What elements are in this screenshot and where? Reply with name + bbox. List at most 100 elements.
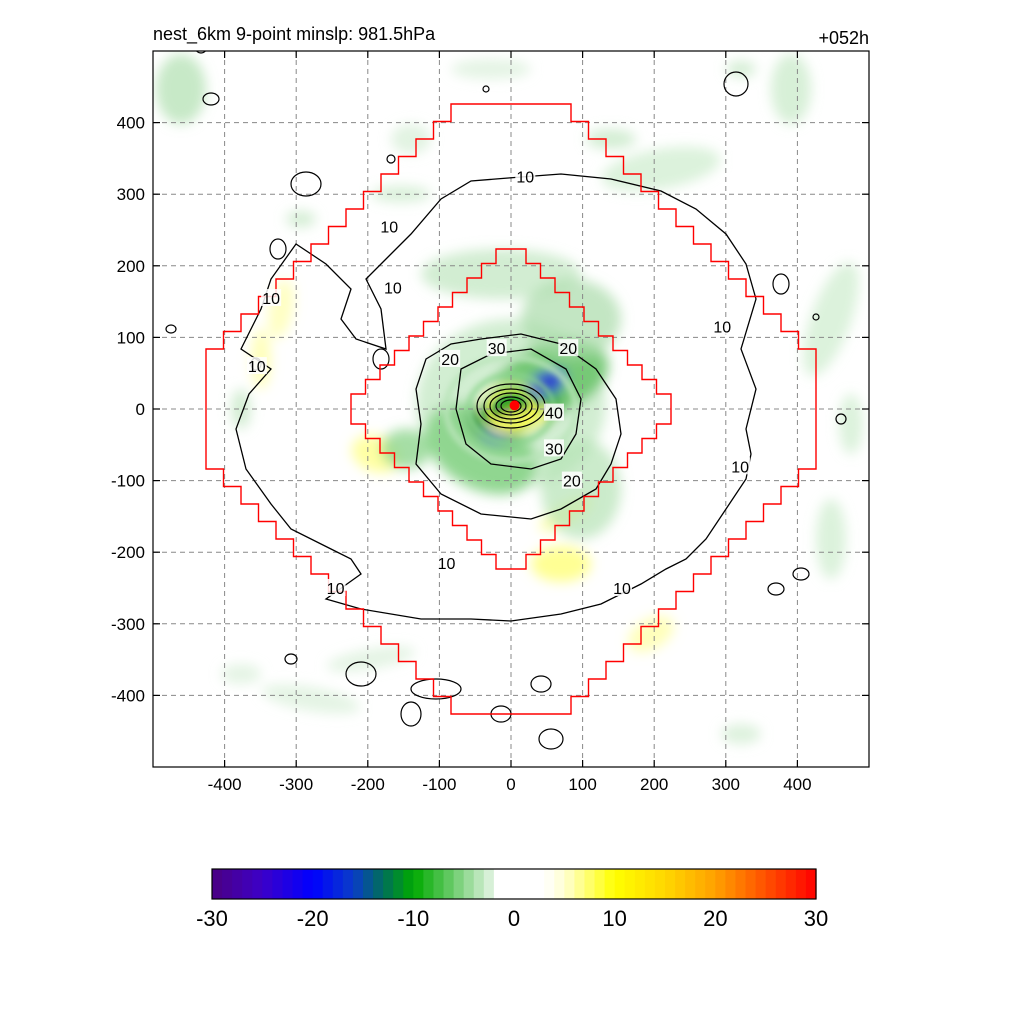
colorbar-bin [604, 869, 616, 899]
colorbar-bin [685, 869, 696, 899]
contour-label-bg [325, 579, 346, 596]
y-tick-label: -100 [111, 472, 145, 491]
nest-domain-boundaries [205, 103, 817, 715]
x-tick-label: -200 [351, 775, 385, 794]
contour-label: 20 [441, 352, 459, 369]
colorbar-bin [483, 869, 495, 899]
colorbar-bin [654, 869, 666, 899]
contour-label-bg [382, 278, 403, 296]
colorbar-bin [282, 869, 294, 899]
colorbar-bin [342, 869, 354, 899]
colorbar-bin [665, 869, 676, 899]
contour-label: 10 [248, 359, 266, 376]
colorbar-frame [211, 868, 817, 900]
colorbar-bin [242, 869, 253, 899]
colorbar-bin [544, 869, 555, 899]
contour-label: 10 [438, 556, 456, 573]
contour-label: 10 [380, 219, 398, 236]
contour-label-bg [515, 167, 536, 185]
colorbar-bin [735, 869, 747, 899]
colorbar-bin [222, 869, 233, 899]
forecast-hour-label: +052h [818, 28, 869, 48]
colorbar-bin [514, 869, 525, 899]
outer-nest-boundary [205, 103, 817, 715]
grid-lines [153, 51, 869, 767]
colorbar-bin [433, 869, 445, 899]
colorbar-bin [443, 869, 455, 899]
y-tick-label: -300 [111, 615, 145, 634]
colorbar-bin [403, 869, 414, 899]
y-tick-label: 0 [136, 400, 145, 419]
y-tick-label: 400 [117, 114, 145, 133]
contour-label: 10 [384, 280, 402, 297]
colorbar-bin [292, 869, 304, 899]
colorbar-bin [785, 869, 797, 899]
colorbar-bin [232, 869, 243, 899]
colorbar-bin [634, 869, 646, 899]
colorbar-bin [574, 869, 586, 899]
colorbar-bin [795, 869, 807, 899]
colorbar-bin [745, 869, 757, 899]
contour-label-bg [440, 349, 461, 367]
colorbar-bin [705, 869, 716, 899]
contour-label: 10 [327, 581, 345, 598]
colorbar-bin [363, 869, 374, 899]
colorbar-bin [332, 869, 344, 899]
contour-label-bg [611, 579, 632, 596]
storm-center-marker [509, 400, 520, 411]
colorbar-bin [624, 869, 636, 899]
contour-label: 20 [559, 341, 577, 358]
x-tick-label: 200 [640, 775, 668, 794]
colorbar-tick-label: -30 [196, 906, 228, 931]
colorbar-bin [453, 869, 465, 899]
colorbar-bin [352, 869, 364, 899]
y-tick-label: 300 [117, 185, 145, 204]
colorbar-bin [644, 869, 656, 899]
colorbar-bin [584, 869, 596, 899]
contour-label-bg [543, 439, 564, 457]
contour-label-bg [543, 403, 564, 421]
x-tick-label: -100 [422, 775, 456, 794]
contour-label-bg [730, 457, 751, 475]
colorbar-bin [473, 869, 485, 899]
colorbar-bin [534, 869, 545, 899]
contour-label: 10 [262, 291, 280, 308]
x-tick-label: 300 [712, 775, 740, 794]
colorbar-bin [715, 869, 726, 899]
contour-label-bg [246, 357, 267, 375]
colorbar-bin [524, 869, 535, 899]
colorbar-tick-labels: -30 -20 -10 0 10 20 30 [196, 906, 828, 931]
x-axis-ticks: -400 -300 -200 -100 0 100 200 300 400 [208, 51, 812, 794]
colorbar-bin [564, 869, 575, 899]
y-tick-label: 100 [117, 328, 145, 347]
contour-label-bg [379, 217, 400, 235]
colorbar-bin [252, 869, 263, 899]
x-tick-label: -300 [279, 775, 313, 794]
contour-label: 30 [488, 341, 506, 358]
contour-label: 10 [731, 459, 749, 476]
contour-label-bg [558, 339, 579, 357]
contour-label-bg [486, 339, 507, 357]
colorbar-bin [423, 869, 435, 899]
colorbar-bin [765, 869, 777, 899]
colorbar-tick-label: 20 [703, 906, 727, 931]
colorbar-bin [675, 869, 686, 899]
y-tick-label: -200 [111, 543, 145, 562]
colorbar-bin [302, 869, 314, 899]
x-tick-label: 0 [506, 775, 515, 794]
contour-label-bg [712, 317, 733, 335]
colorbar-bin [383, 869, 394, 899]
colorbar-bin [413, 869, 424, 899]
contour-label-bg [436, 553, 457, 571]
contour-label: 20 [563, 474, 581, 491]
colorbar-bin [493, 869, 505, 899]
colorbar [211, 868, 817, 900]
colorbar-tick-label: -10 [397, 906, 429, 931]
colorbar-tick-label: 0 [508, 906, 520, 931]
chart-title: nest_6km 9-point minslp: 981.5hPa [153, 24, 436, 45]
colorbar-bin [212, 869, 223, 899]
colorbar-bin [805, 869, 817, 899]
inner-nest-boundary [350, 248, 672, 570]
